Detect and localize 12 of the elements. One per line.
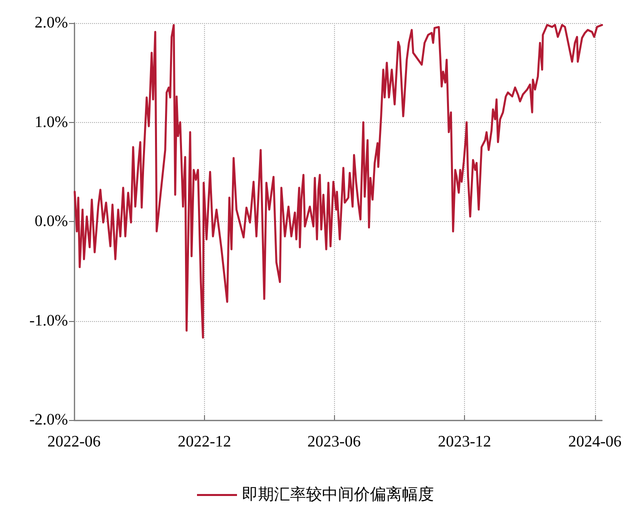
y-tick-label: -2.0% xyxy=(29,412,68,428)
x-tick-label: 2024-06 xyxy=(568,434,622,450)
line-series xyxy=(74,24,603,339)
x-tick-label: 2023-12 xyxy=(438,434,492,450)
x-tick-label: 2023-06 xyxy=(307,434,361,450)
y-tick-label: 1.0% xyxy=(34,114,68,131)
y-tick-label: -1.0% xyxy=(29,312,68,330)
x-tick-label: 2022-06 xyxy=(47,434,101,450)
y-tick-label: 0.0% xyxy=(34,213,68,230)
legend-label: 即期汇率较中间价偏离幅度 xyxy=(242,486,434,504)
y-tick-label: 2.0% xyxy=(34,14,68,32)
x-tick-label: 2022-12 xyxy=(178,434,232,450)
